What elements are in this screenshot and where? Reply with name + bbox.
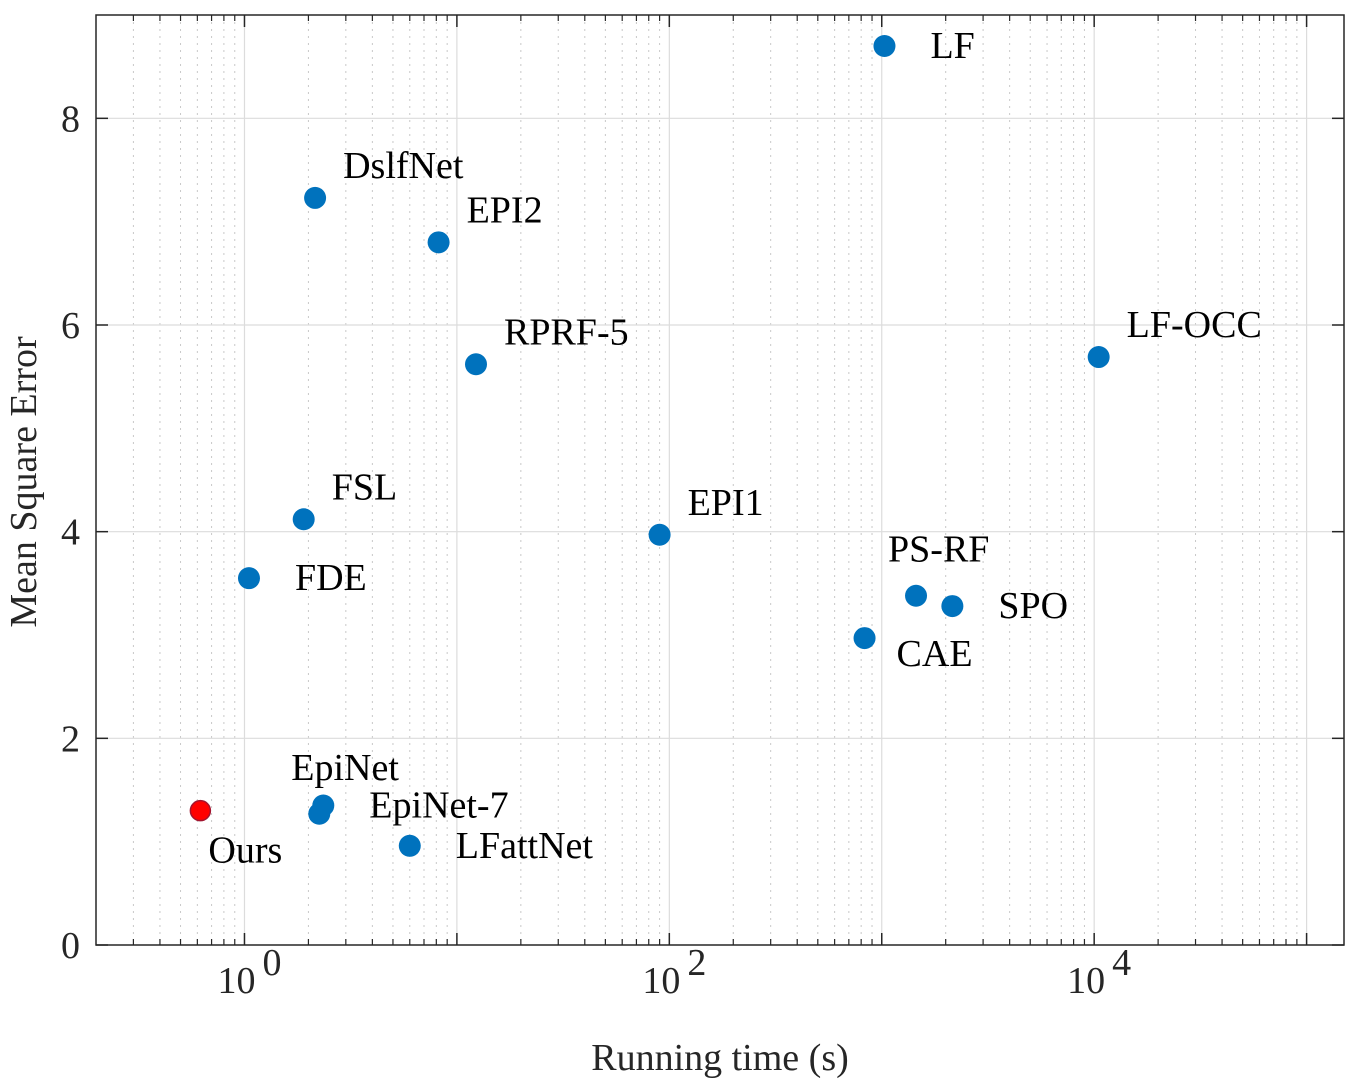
data-point-ours bbox=[189, 799, 212, 822]
data-point-epinet-7 bbox=[312, 794, 335, 817]
point-label-epi2: EPI2 bbox=[467, 189, 543, 231]
axis-ticks bbox=[96, 15, 1344, 946]
y-tick-label: 0 bbox=[61, 925, 80, 967]
data-point-rprf-5 bbox=[464, 353, 487, 376]
point-label-spo: SPO bbox=[998, 585, 1068, 627]
plot-background bbox=[96, 15, 1344, 945]
data-point-cae bbox=[853, 627, 876, 650]
point-label-epi1: EPI1 bbox=[688, 482, 764, 524]
y-axis-title: Mean Square Error bbox=[3, 336, 45, 628]
y-tick-label: 4 bbox=[61, 512, 80, 554]
minor-grid bbox=[132, 15, 1298, 945]
y-tick-labels: 0 2 4 6 8 bbox=[61, 98, 80, 967]
point-label-epinet-7: EpiNet-7 bbox=[369, 785, 508, 827]
major-grid bbox=[96, 15, 1344, 945]
data-points bbox=[189, 35, 1110, 857]
point-label-lfattnet: LFattNet bbox=[456, 825, 594, 867]
x-tick-label-exponent: 0 bbox=[262, 942, 281, 984]
x-tick-label-exponent: 2 bbox=[687, 942, 706, 984]
plot-frame bbox=[95, 14, 1345, 946]
data-point-ps-rf bbox=[905, 584, 928, 607]
point-label-rprf-5: RPRF-5 bbox=[504, 311, 629, 353]
point-label-cae: CAE bbox=[897, 633, 973, 675]
data-point-spo bbox=[941, 595, 964, 618]
x-tick-labels: 10 0 10 2 10 4 bbox=[217, 942, 1131, 1002]
data-point-epi2 bbox=[427, 231, 450, 254]
point-label-lf-occ: LF-OCC bbox=[1127, 304, 1262, 346]
point-label-epinet: EpiNet bbox=[291, 747, 399, 789]
data-point-epi1 bbox=[648, 523, 671, 546]
y-tick-label: 8 bbox=[61, 98, 80, 140]
y-tick-label: 2 bbox=[61, 718, 80, 760]
point-label-dslfnet: DslfNet bbox=[343, 145, 464, 187]
x-tick-label: 10 bbox=[217, 960, 255, 1002]
x-tick-label: 10 bbox=[642, 960, 680, 1002]
data-point-fsl bbox=[292, 508, 315, 531]
x-tick-label-exponent: 4 bbox=[1112, 942, 1131, 984]
point-label-ps-rf: PS-RF bbox=[888, 529, 989, 571]
data-point-fde bbox=[237, 567, 260, 590]
data-point-lf bbox=[873, 35, 896, 57]
point-label-fsl: FSL bbox=[332, 466, 397, 508]
point-label-lf: LF bbox=[930, 25, 974, 67]
data-point-lf-occ bbox=[1087, 346, 1110, 369]
point-label-fde: FDE bbox=[295, 557, 367, 599]
x-tick-label: 10 bbox=[1067, 960, 1105, 1002]
point-label-ours: Ours bbox=[208, 830, 282, 872]
x-axis-title: Running time (s) bbox=[591, 1037, 849, 1079]
y-tick-label: 6 bbox=[61, 305, 80, 347]
data-point-lfattnet bbox=[398, 834, 421, 857]
data-point-dslfnet bbox=[304, 186, 327, 209]
